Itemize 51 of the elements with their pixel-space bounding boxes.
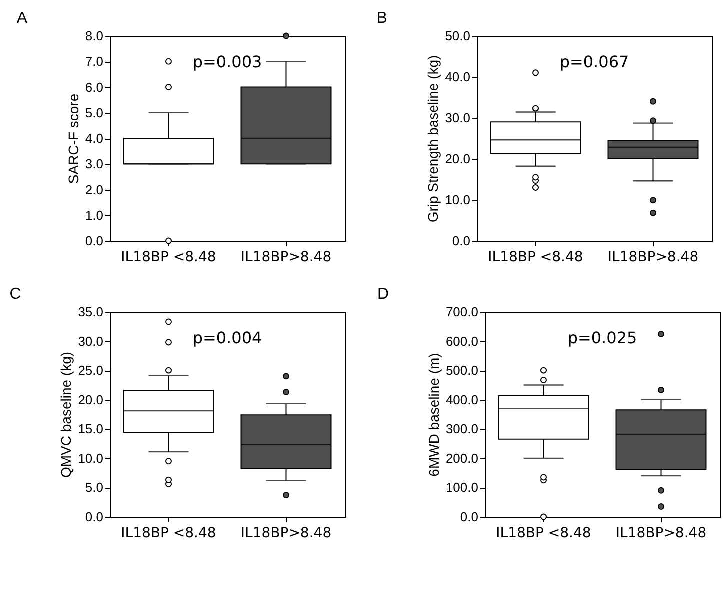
annotation: p=0.003 xyxy=(192,52,262,72)
y-tick-label: 8.0 xyxy=(85,28,104,44)
y-tick-label: 2.0 xyxy=(85,182,104,198)
y-tick-label: 300.0 xyxy=(446,422,478,437)
annotation: p=0.025 xyxy=(568,328,638,348)
y-axis-title: 6MWD baseline (m) xyxy=(426,353,442,477)
x-tick-label: IL18BP>8.48 xyxy=(240,250,332,266)
x-tick-label: IL18BP <8.48 xyxy=(488,250,584,266)
y-tick-label: 25.0 xyxy=(78,363,104,378)
y-tick-label: 15.0 xyxy=(78,422,104,437)
y-tick-label: 5.0 xyxy=(85,105,104,120)
y-tick-label: 40.0 xyxy=(445,70,470,84)
y-tick-label: 10.0 xyxy=(78,450,104,466)
y-tick-label: 30.0 xyxy=(445,110,470,126)
chart-title: D xyxy=(377,286,390,303)
y-tick-label: 35.0 xyxy=(78,304,104,320)
annotation: p=0.004 xyxy=(192,328,262,348)
y-tick-label: 7.0 xyxy=(85,54,104,70)
x-tick-label: IL18BP>8.48 xyxy=(616,526,707,542)
y-tick-label: 20.0 xyxy=(445,152,470,166)
y-tick-label: 3.0 xyxy=(85,156,104,172)
x-tick-label: IL18BP <8.48 xyxy=(496,526,592,542)
y-axis-title: Grip Strength baseline (kg) xyxy=(425,55,442,223)
y-tick-label: 700.0 xyxy=(446,304,478,320)
y-tick-label: 600.0 xyxy=(446,334,478,349)
y-tick-label: 1.0 xyxy=(85,208,104,223)
y-tick-label: 6.0 xyxy=(85,80,104,95)
y-tick-label: 200.0 xyxy=(446,450,478,466)
x-tick-label: IL18BP>8.48 xyxy=(608,250,699,266)
x-tick-label: IL18BP <8.48 xyxy=(121,250,216,266)
y-tick-label: 4.0 xyxy=(85,131,104,146)
y-tick-label: 0.0 xyxy=(85,510,104,524)
y-tick-label: 500.0 xyxy=(446,363,478,378)
y-tick-label: 100.0 xyxy=(446,480,478,496)
chart-title: A xyxy=(16,10,28,27)
y-tick-label: 0.0 xyxy=(460,510,478,524)
y-tick-label: 20.0 xyxy=(78,392,104,408)
chart-title: C xyxy=(10,286,22,303)
y-tick-label: 0.0 xyxy=(85,234,104,248)
y-tick-label: 400.0 xyxy=(446,392,478,408)
chart-title: B xyxy=(376,10,388,27)
y-axis-title: QMVC baseline (kg) xyxy=(58,352,74,478)
y-tick-label: 30.0 xyxy=(78,334,104,349)
annotation: p=0.067 xyxy=(560,52,630,72)
x-tick-label: IL18BP>8.48 xyxy=(240,526,332,542)
x-tick-label: IL18BP <8.48 xyxy=(121,526,216,542)
y-tick-label: 10.0 xyxy=(445,192,470,208)
y-axis-title: SARC-F score xyxy=(65,94,82,184)
y-tick-label: 50.0 xyxy=(445,28,470,44)
y-tick-label: 5.0 xyxy=(85,480,104,496)
y-tick-label: 0.0 xyxy=(452,234,470,248)
